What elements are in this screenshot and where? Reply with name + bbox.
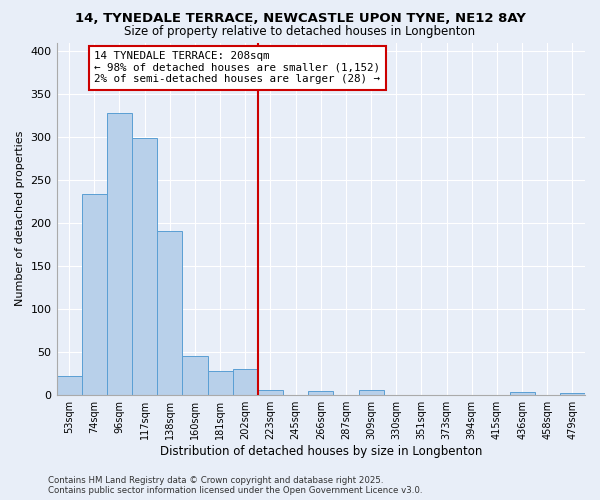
Bar [233,369,258,394]
Bar [157,232,182,394]
X-axis label: Distribution of detached houses by size in Longbenton: Distribution of detached houses by size … [160,444,482,458]
Text: 14 TYNEDALE TERRACE: 208sqm
← 98% of detached houses are smaller (1,152)
2% of s: 14 TYNEDALE TERRACE: 208sqm ← 98% of det… [94,51,380,84]
Bar [258,390,283,394]
Bar [359,390,383,394]
Bar [208,370,233,394]
Bar [56,376,82,394]
Text: 14, TYNEDALE TERRACE, NEWCASTLE UPON TYNE, NE12 8AY: 14, TYNEDALE TERRACE, NEWCASTLE UPON TYN… [74,12,526,26]
Bar [107,113,132,394]
Bar [82,194,107,394]
Bar [132,138,157,394]
Y-axis label: Number of detached properties: Number of detached properties [15,131,25,306]
Bar [182,356,208,395]
Bar [308,392,334,394]
Bar [560,393,585,394]
Text: Contains public sector information licensed under the Open Government Licence v3: Contains public sector information licen… [48,486,422,495]
Bar [509,392,535,394]
Text: Contains HM Land Registry data © Crown copyright and database right 2025.: Contains HM Land Registry data © Crown c… [48,476,383,485]
Text: Size of property relative to detached houses in Longbenton: Size of property relative to detached ho… [124,25,476,38]
